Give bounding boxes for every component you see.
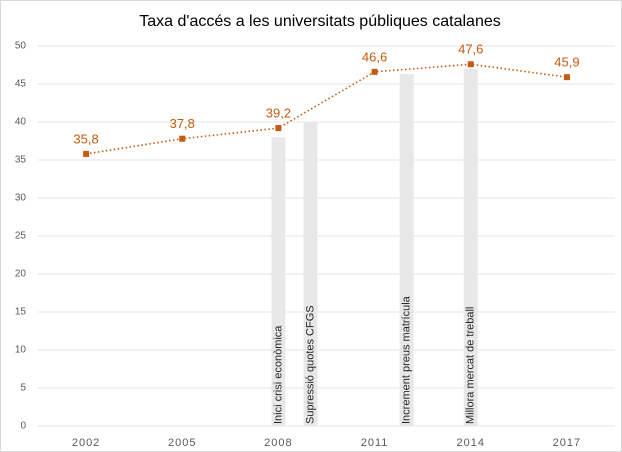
series-line (85, 63, 568, 155)
y-tick-label: 30 (15, 193, 27, 204)
point-marker (467, 61, 474, 68)
y-tick-label: 45 (15, 79, 27, 90)
y-tick-label: 40 (15, 117, 27, 128)
data-label: 35,8 (73, 131, 98, 146)
y-tick-label: 50 (15, 41, 27, 52)
annotation-text: Millora mercat de treball (465, 307, 477, 424)
x-tick-label: 2014 (457, 437, 485, 449)
point-marker (179, 135, 186, 142)
point-marker (275, 125, 282, 132)
y-tick-label: 10 (15, 345, 27, 356)
y-tick-label: 20 (15, 269, 27, 280)
x-tick-label: 2008 (264, 437, 292, 449)
x-tick-label: 2005 (168, 437, 196, 449)
data-label: 37,8 (170, 116, 195, 131)
annotation-bar (463, 68, 478, 427)
annotation-text: Inici crisi econòmica (272, 325, 284, 424)
y-tick-label: 25 (15, 231, 27, 242)
y-tick-label: 5 (20, 383, 26, 394)
annotation-bar (271, 137, 286, 426)
data-label: 39,2 (266, 106, 291, 121)
x-tick-label: 2011 (361, 437, 389, 449)
y-tick-label: 0 (20, 421, 26, 432)
point-marker (563, 74, 570, 81)
y-tick-label: 15 (15, 307, 27, 318)
data-label: 47,6 (458, 42, 483, 57)
annotation-bar (303, 122, 318, 426)
point-marker (371, 68, 378, 75)
y-tick-label: 35 (15, 155, 27, 166)
annotation-bar (399, 74, 414, 427)
x-tick-label: 2002 (72, 437, 100, 449)
data-label: 45,9 (554, 55, 579, 70)
annotation-text: Increment preus matrícula (401, 295, 413, 424)
point-marker (83, 150, 90, 157)
chart-title: Taxa d'accés a les universitats públique… (139, 13, 500, 30)
x-tick-label: 2017 (553, 437, 581, 449)
annotation-text: Supressió quotes CFGS (304, 305, 316, 424)
data-label: 46,6 (362, 49, 387, 64)
